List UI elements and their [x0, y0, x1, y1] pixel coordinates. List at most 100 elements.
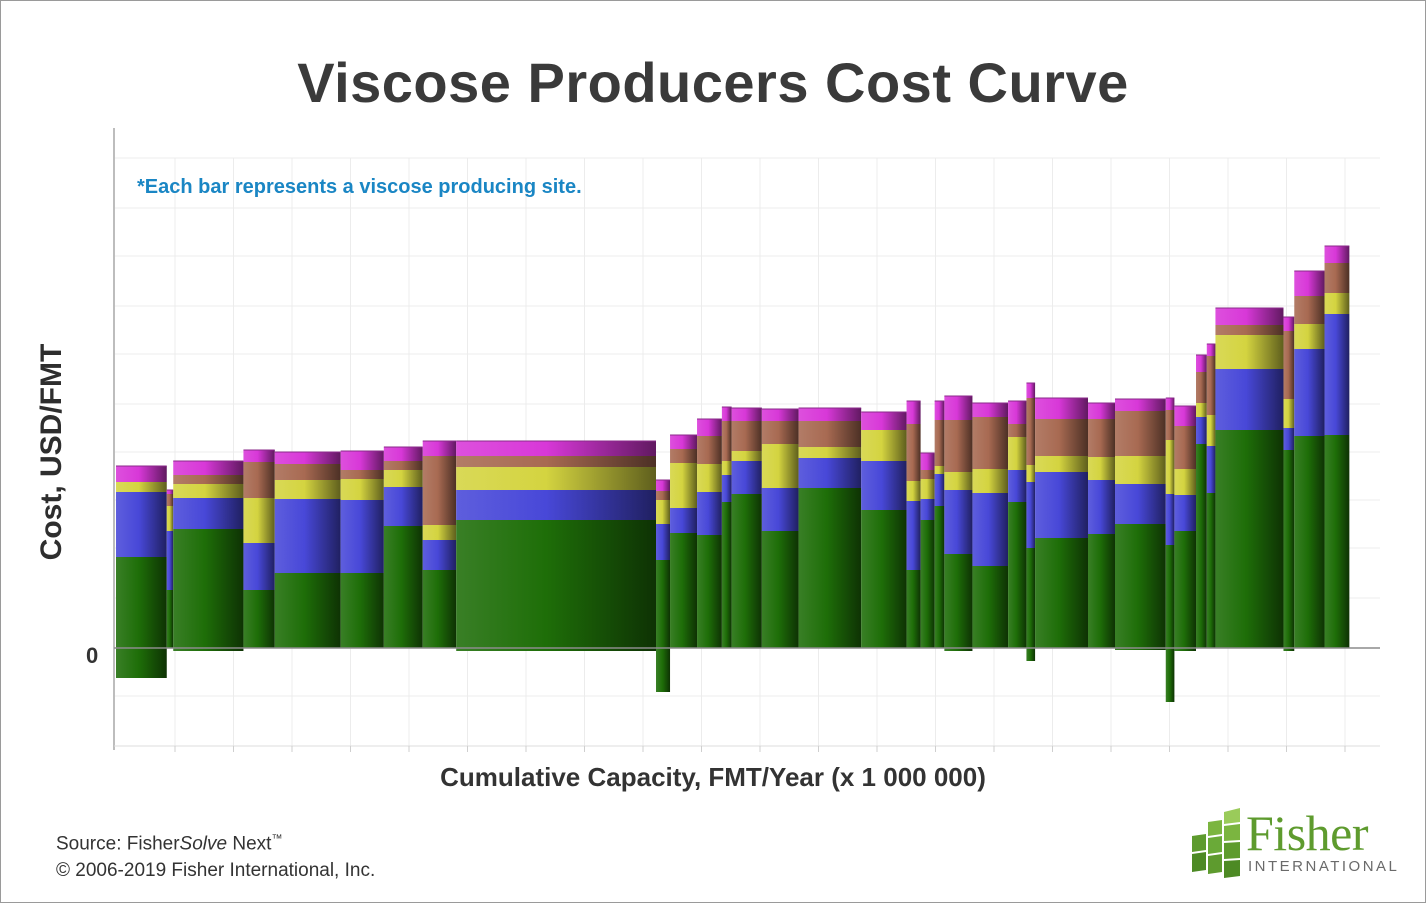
- x-axis-label: Cumulative Capacity, FMT/Year (x 1 000 0…: [440, 762, 986, 792]
- bar-segment-yellow: [116, 482, 167, 492]
- bar-segment-blue: [1026, 482, 1036, 548]
- site-bar: [861, 411, 907, 648]
- bar-segment-blue: [1008, 470, 1027, 502]
- bar-segment-green: [166, 590, 174, 648]
- site-bar: [920, 452, 935, 648]
- bar-segment-blue: [972, 493, 1009, 566]
- bar-segment-green: [1215, 430, 1284, 648]
- bar-segment-negative: [944, 648, 973, 651]
- site-bar: [656, 479, 671, 692]
- bar-segment-magenta: [340, 451, 384, 470]
- bar-segment-negative: [1115, 648, 1166, 650]
- site-bar: [934, 400, 945, 648]
- bar-segment-magenta: [656, 480, 671, 491]
- bar-segment-blue: [1294, 349, 1325, 436]
- bar-segment-green: [456, 520, 656, 648]
- bar-segment-magenta: [944, 396, 973, 420]
- bar-segment-yellow: [340, 479, 384, 500]
- site-bar: [243, 449, 275, 648]
- site-bar: [1088, 402, 1115, 648]
- bar-segment-magenta: [798, 408, 862, 421]
- bar-segment-brown: [1008, 424, 1027, 437]
- bar-segment-brown: [243, 462, 275, 498]
- site-bar: [1283, 316, 1295, 651]
- bar-segment-brown: [1324, 263, 1350, 293]
- bar-segment-brown: [697, 436, 722, 464]
- bar-segment-yellow: [920, 479, 935, 499]
- bar-segment-green: [1088, 534, 1115, 648]
- bar-segment-blue: [1196, 417, 1207, 444]
- bar-segment-green: [934, 506, 945, 648]
- bar-segment-magenta: [1196, 355, 1207, 372]
- site-bar: [166, 489, 174, 648]
- bar-segment-magenta: [1206, 344, 1216, 356]
- site-bar: [906, 400, 921, 648]
- bar-segment-blue: [166, 531, 174, 590]
- bar-segment-blue: [274, 499, 341, 573]
- site-bar: [1174, 405, 1196, 651]
- site-bar: [761, 408, 799, 648]
- bar-segment-brown: [173, 475, 244, 484]
- bar-segment-magenta: [1174, 406, 1196, 426]
- bar-segment-green: [906, 570, 921, 648]
- bar-segment-brown: [1174, 426, 1196, 469]
- bar-segment-brown: [1035, 419, 1088, 456]
- bar-segment-yellow: [1196, 403, 1207, 417]
- bar-segment-yellow: [656, 500, 671, 524]
- bar-segment-magenta: [697, 419, 722, 436]
- bar-segment-magenta: [166, 490, 174, 494]
- bar-segment-yellow: [1294, 324, 1325, 349]
- y-axis-label-text: Cost, USD/FMT: [35, 343, 68, 561]
- bar-segment-blue: [1088, 480, 1115, 534]
- bar-segment-yellow: [906, 481, 921, 501]
- trademark: ™: [271, 833, 283, 845]
- site-bar: [1026, 382, 1036, 661]
- bar-segment-magenta: [761, 409, 799, 421]
- site-bar: [422, 440, 457, 648]
- bar-segment-yellow: [1324, 293, 1350, 314]
- bar-segment-blue: [456, 490, 656, 520]
- bar-segment-brown: [1283, 331, 1295, 399]
- bar-segment-green: [274, 573, 341, 648]
- bars-group: [116, 245, 1350, 702]
- bar-segment-green: [761, 531, 799, 648]
- bar-segment-brown: [1165, 410, 1175, 440]
- bar-segment-yellow: [1008, 437, 1027, 470]
- fisher-logo: Fisher INTERNATIONAL: [1190, 805, 1400, 880]
- bar-segment-blue: [670, 508, 698, 533]
- bar-segment-green: [721, 502, 732, 648]
- bar-segment-magenta: [861, 412, 907, 430]
- bar-segment-magenta: [972, 403, 1009, 417]
- bar-segment-yellow: [861, 430, 907, 461]
- bar-segment-brown: [274, 464, 341, 480]
- bar-segment-green: [670, 533, 698, 648]
- bar-segment-yellow: [1165, 440, 1175, 494]
- bar-segment-yellow: [761, 444, 799, 488]
- bar-segment-yellow: [731, 451, 762, 461]
- bar-segment-blue: [173, 498, 244, 529]
- bar-segment-negative: [1165, 648, 1175, 702]
- site-bar: [1324, 245, 1350, 648]
- bar-segment-blue: [761, 488, 799, 531]
- bar-segment-yellow: [721, 461, 732, 475]
- bar-segment-blue: [116, 492, 167, 557]
- bar-segment-negative: [173, 648, 244, 651]
- bar-segment-blue: [920, 499, 935, 520]
- bar-segment-blue: [721, 475, 732, 502]
- bar-segment-negative: [1026, 648, 1036, 661]
- site-bar: [697, 418, 722, 648]
- site-bar: [1215, 307, 1284, 648]
- bar-segment-blue: [340, 500, 384, 573]
- bar-segment-green: [731, 494, 762, 648]
- bar-segment-yellow: [670, 463, 698, 508]
- bar-segment-green: [861, 510, 907, 648]
- chart-annotation: *Each bar represents a viscose producing…: [137, 176, 582, 198]
- bar-segment-green: [1026, 548, 1036, 648]
- copyright: © 2006-2019 Fisher International, Inc.: [56, 860, 376, 882]
- bar-segment-green: [1283, 450, 1295, 648]
- bar-segment-magenta: [1283, 317, 1295, 331]
- y-tick-label-zero: 0: [86, 643, 99, 668]
- bar-segment-magenta: [383, 447, 423, 461]
- site-bar: [1206, 343, 1216, 648]
- axes: [113, 128, 1380, 752]
